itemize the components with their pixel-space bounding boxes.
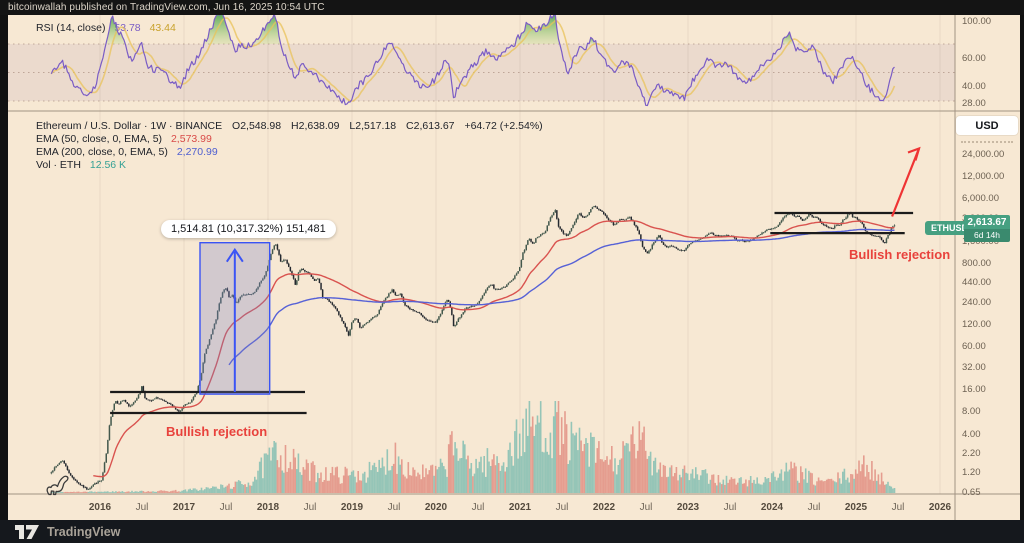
ohlc-high: H2,638.09 (291, 120, 340, 132)
symbol-title: Ethereum / U.S. Dollar · 1W · BINANCE (36, 120, 223, 132)
price-axis-label: 0.65 (962, 487, 981, 498)
rsi-axis-label: 28.00 (962, 98, 986, 109)
time-axis-label: 2020 (424, 502, 448, 513)
volume-value: 12.56 K (89, 159, 127, 171)
last-price-tag: 2,613.67 6d 14h (964, 215, 1010, 242)
price-axis-label: 4.00 (962, 429, 981, 440)
last-price-value: 2,613.67 (964, 215, 1010, 229)
ohlc-open: O2,548.98 (232, 120, 282, 132)
price-axis-label: 240.00 (962, 297, 992, 308)
ohlc-close: C2,613.67 (406, 120, 455, 132)
time-axis-label: Jul (639, 502, 653, 513)
rsi-value: 53.78 (114, 22, 141, 34)
time-axis-label: 2025 (844, 502, 868, 513)
time-axis-label: Jul (891, 502, 905, 513)
price-axis-label: 800.00 (962, 258, 992, 269)
volume-title: Vol · ETH (36, 159, 81, 171)
dino-icon (46, 475, 69, 496)
time-axis-label: 2024 (760, 502, 784, 513)
rsi-legend-title: RSI (14, close) (36, 22, 106, 34)
time-axis-label: Jul (135, 502, 149, 513)
price-axis-label: 1.20 (962, 467, 981, 478)
time-axis-label: 2016 (88, 502, 112, 513)
price-axis-label: 8.00 (962, 406, 981, 417)
time-axis-label: Jul (219, 502, 233, 513)
annotation-text-bullish-rejection-left: Bullish rejection (166, 424, 268, 439)
symbol-legend[interactable]: Ethereum / U.S. Dollar · 1W · BINANCE O2… (36, 120, 543, 132)
time-axis-label: 2026 (928, 502, 952, 513)
ohlc-low: L2,517.18 (349, 120, 397, 132)
time-axis-label: 2017 (172, 502, 196, 513)
ema200-title: EMA (200, close, 0, EMA, 5) (36, 146, 168, 158)
ema50-legend[interactable]: EMA (50, close, 0, EMA, 5) 2,573.99 (36, 133, 212, 145)
ohlc-change: +64.72 (+2.54%) (464, 120, 543, 132)
time-axis-label: Jul (471, 502, 485, 513)
price-axis-label: 6,000.00 (962, 193, 999, 204)
currency-toggle-button[interactable]: USD (956, 116, 1018, 135)
time-axis-label: Jul (555, 502, 569, 513)
chart-card (8, 15, 1020, 520)
time-axis-label: Jul (387, 502, 401, 513)
rsi-ma-value: 43.44 (149, 22, 176, 34)
time-axis-label: Jul (723, 502, 737, 513)
time-axis-label: 2018 (256, 502, 280, 513)
rsi-axis-label: 100.00 (962, 16, 992, 27)
time-axis-label: Jul (807, 502, 821, 513)
time-axis-label: 2021 (508, 502, 532, 513)
time-axis-label: 2019 (340, 502, 364, 513)
time-axis-label: Jul (303, 502, 317, 513)
rsi-axis-label: 40.00 (962, 81, 986, 92)
price-axis-label: 32.00 (962, 362, 986, 373)
volume-legend[interactable]: Vol · ETH 12.56 K (36, 159, 126, 171)
price-axis-label: 2.20 (962, 448, 981, 459)
rsi-axis-label: 60.00 (962, 53, 986, 64)
price-range-label: 1,514.81 (10,317.32%) 151,481 (161, 220, 336, 238)
price-axis-label: 12,000.00 (962, 171, 1005, 182)
tradingview-logo-icon[interactable] (14, 524, 40, 540)
ema200-legend[interactable]: EMA (200, close, 0, EMA, 5) 2,270.99 (36, 146, 218, 158)
annotation-text-bullish-rejection-right: Bullish rejection (849, 247, 951, 262)
symbol-pill: ETHUSD (925, 221, 975, 235)
snapshot-header-bar: bitcoinwallah published on TradingView.c… (0, 0, 1024, 15)
tradingview-brand-text[interactable]: TradingView (47, 524, 121, 539)
price-axis-label: 24,000.00 (962, 149, 1005, 160)
time-axis-label: 2023 (676, 502, 700, 513)
bar-countdown: 6d 14h (964, 229, 1010, 242)
snapshot-attribution: bitcoinwallah published on TradingView.c… (8, 2, 325, 13)
price-axis-label: 120.00 (962, 319, 992, 330)
ema200-value: 2,270.99 (176, 146, 218, 158)
axis-dotted-divider (961, 141, 1013, 143)
time-axis-label: 2022 (592, 502, 616, 513)
ema50-title: EMA (50, close, 0, EMA, 5) (36, 133, 163, 145)
price-axis-label: 440.00 (962, 277, 992, 288)
rsi-legend[interactable]: RSI (14, close) 53.78 43.44 (36, 22, 176, 34)
footer-bar: TradingView (0, 520, 1024, 543)
price-axis-label: 60.00 (962, 341, 986, 352)
ema50-value: 2,573.99 (170, 133, 212, 145)
price-axis-label: 16.00 (962, 384, 986, 395)
